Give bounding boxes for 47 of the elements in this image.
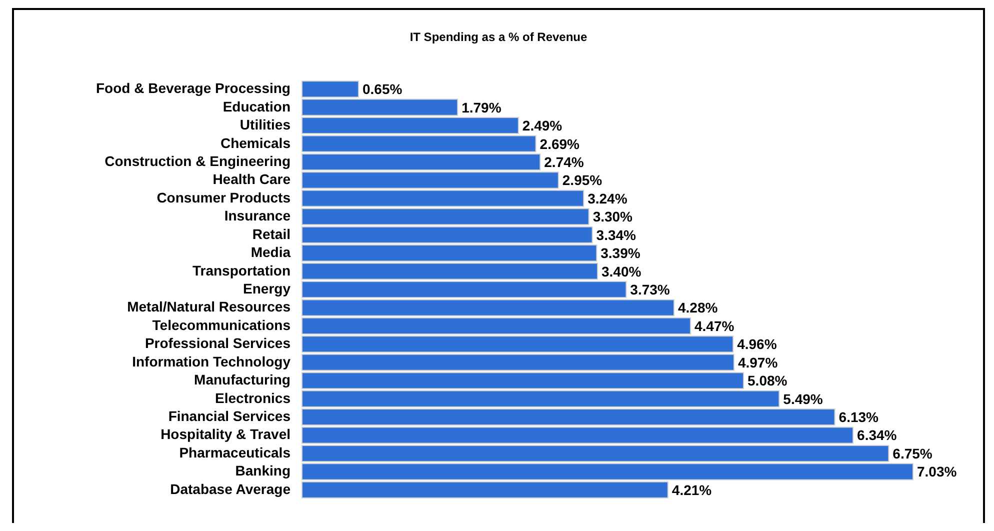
data-label: 0.65% (362, 81, 403, 98)
y-tick-label: Metal/Natural Resources (127, 298, 291, 315)
data-label: 2.69% (540, 136, 580, 152)
data-label: 6.34% (857, 427, 898, 444)
y-tick-label: Utilities (240, 116, 291, 133)
data-label: 4.21% (672, 482, 712, 498)
y-tick-label: Construction & Engineering (104, 152, 290, 169)
y-tick-label: Manufacturing (194, 372, 290, 388)
y-tick-label: Transportation (192, 262, 290, 278)
y-tick-label: Electronics (215, 390, 291, 406)
data-label: 6.13% (838, 409, 880, 426)
data-label: 4.47% (694, 318, 735, 334)
data-label: 6.75% (892, 445, 933, 462)
data-label: 1.79% (462, 99, 502, 116)
y-tick-label: Energy (243, 280, 291, 296)
data-label: 2.49% (522, 118, 563, 134)
y-tick-label: Insurance (224, 208, 291, 224)
data-label: 2.74% (544, 154, 584, 170)
y-tick-label: Education (222, 98, 290, 114)
chart-title: IT Spending as a % of Revenue (410, 30, 588, 44)
data-label: 3.30% (592, 208, 634, 225)
y-tick-label: Telecommunications (152, 316, 291, 333)
data-label: 3.40% (602, 263, 642, 280)
y-tick-label: Information Technology (132, 353, 291, 370)
y-tick-label: Media (250, 244, 291, 260)
data-label: 4.97% (738, 354, 778, 370)
y-tick-label: Chemicals (220, 134, 291, 151)
y-tick-label: Hospitality & Travel (160, 426, 290, 442)
y-tick-label: Banking (235, 462, 290, 479)
y-tick-label: Food & Beverage Processing (96, 80, 290, 96)
data-label: 7.03% (917, 464, 958, 480)
data-label: 5.49% (783, 390, 824, 407)
data-label: 3.34% (596, 226, 637, 243)
data-label: 4.28% (678, 300, 718, 316)
y-tick-label: Consumer Products (156, 189, 291, 206)
y-tick-label: Retail (252, 226, 290, 242)
y-tick-label: Professional Services (144, 335, 291, 352)
data-label: 3.39% (600, 245, 641, 262)
y-tick-label: Pharmaceuticals (179, 444, 291, 460)
data-label: 4.96% (737, 336, 778, 352)
data-label: 2.95% (562, 172, 603, 188)
data-label: 3.24% (588, 190, 628, 206)
y-tick-label: Health Care (212, 171, 291, 188)
data-label: 3.73% (630, 282, 670, 298)
data-label: 5.08% (748, 372, 788, 389)
y-tick-label: Financial Services (168, 408, 291, 424)
y-tick-label: Database Average (170, 480, 291, 497)
